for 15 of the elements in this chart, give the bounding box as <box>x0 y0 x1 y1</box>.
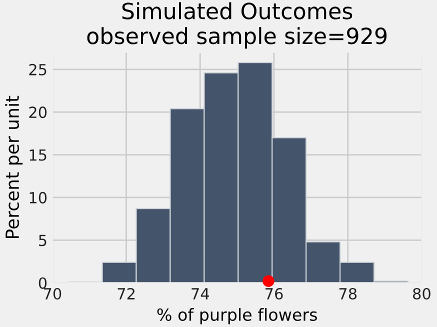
x-tick-label: 70 <box>44 288 62 300</box>
x-axis-title: % of purple flowers <box>157 308 317 324</box>
x-tick-label: 74 <box>192 288 210 300</box>
y-tick-label: 20 <box>29 106 47 118</box>
chart-title: Simulated Outcomes observed sample size=929 <box>87 2 387 49</box>
y-tick-label: 15 <box>30 149 46 161</box>
y-axis-title: Percent per unit <box>5 96 23 238</box>
x-tick-label: 80 <box>413 288 430 300</box>
x-tick-label: 76 <box>266 288 283 300</box>
y-tick-label: 10 <box>30 192 47 204</box>
y-tick-label: 25 <box>29 64 46 76</box>
x-tick-label: 72 <box>118 288 134 300</box>
y-tick-label: 5 <box>39 234 46 246</box>
y-tick-label: 0 <box>38 277 47 289</box>
x-tick-label: 78 <box>339 288 357 300</box>
